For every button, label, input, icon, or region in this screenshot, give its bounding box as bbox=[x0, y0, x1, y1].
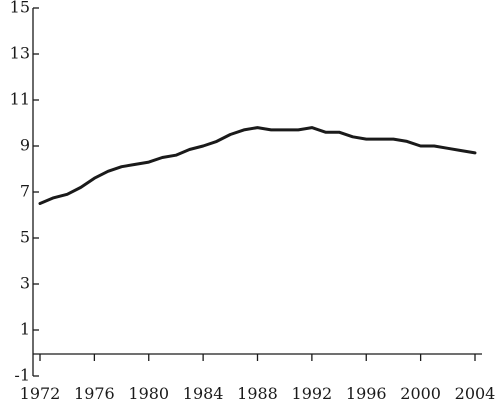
y-tick-label: 11 bbox=[10, 90, 30, 109]
x-tick-label: 1992 bbox=[292, 384, 333, 403]
x-tick-label: 2000 bbox=[400, 384, 441, 403]
series-group bbox=[38, 126, 477, 205]
x-tick-label: 1976 bbox=[74, 384, 115, 403]
x-tick-label: 1984 bbox=[183, 384, 224, 403]
series-line bbox=[38, 126, 477, 205]
x-tick-label: 2004 bbox=[455, 384, 496, 403]
y-tick-label: 15 bbox=[10, 0, 30, 17]
x-tick-label: 1996 bbox=[346, 384, 387, 403]
y-tick-label: 3 bbox=[20, 274, 30, 293]
y-tick-label: 7 bbox=[20, 182, 30, 201]
x-axis: 1972 1976 1980 1984 1988 1992 1996 2000 2004 bbox=[20, 353, 496, 403]
y-tick-label: 1 bbox=[20, 320, 30, 339]
x-tick-label: 1980 bbox=[128, 384, 169, 403]
y-tick-label: -1 bbox=[14, 366, 30, 385]
y-tick-label: 13 bbox=[10, 44, 30, 63]
x-tick-label: 1988 bbox=[237, 384, 278, 403]
y-tick-label: 5 bbox=[20, 228, 30, 247]
x-tick-label: 1972 bbox=[20, 384, 61, 403]
y-tick-label: 9 bbox=[20, 136, 30, 155]
